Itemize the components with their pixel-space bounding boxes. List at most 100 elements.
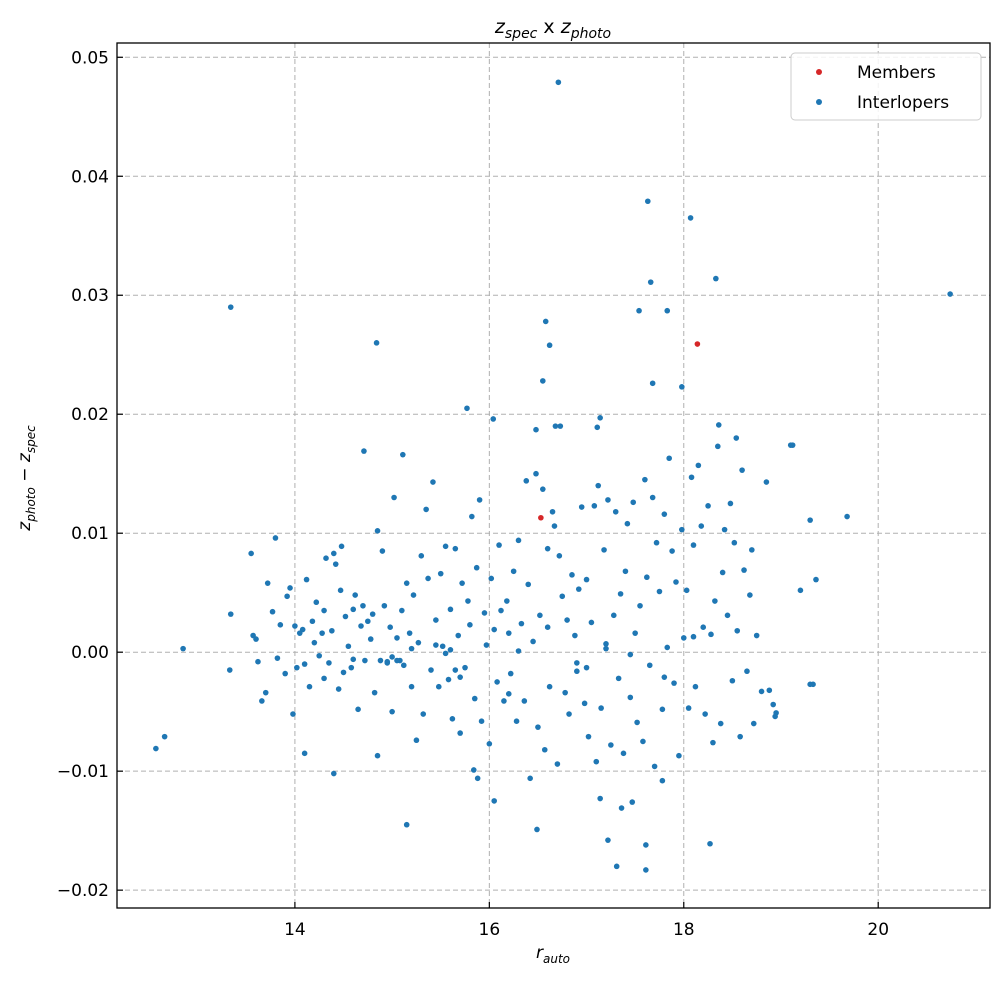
data-point-interlopers xyxy=(483,642,490,648)
data-point-interlopers xyxy=(695,462,702,469)
data-point-interlopers xyxy=(540,486,546,492)
data-point-interlopers xyxy=(705,503,711,509)
axis-ticks: 14 16 18 20 −0.02 −0.01 0.00 0.01 0.02 0.03 0.04 0.… xyxy=(57,48,889,940)
data-point-interlopers xyxy=(741,567,747,573)
data-point-interlopers xyxy=(646,662,653,669)
data-point-interlopers xyxy=(698,523,705,529)
data-point-interlopers xyxy=(700,624,707,631)
data-point-interlopers xyxy=(727,500,734,507)
data-point-interlopers xyxy=(544,545,551,552)
data-point-interlopers xyxy=(518,620,525,627)
data-point-interlopers xyxy=(403,580,410,586)
data-point-interlopers xyxy=(408,645,415,652)
data-point-interlopers xyxy=(527,775,533,782)
data-point-interlopers xyxy=(766,687,773,694)
data-points xyxy=(153,79,953,873)
data-point-interlopers xyxy=(513,718,520,724)
data-point-interlopers xyxy=(612,508,619,515)
data-point-interlopers xyxy=(659,777,666,784)
data-point-interlopers xyxy=(350,606,357,613)
y-axis-label: zphoto − zspec xyxy=(15,425,38,532)
data-point-interlopers xyxy=(591,503,598,509)
data-point-interlopers xyxy=(583,576,590,583)
data-point-interlopers xyxy=(311,639,318,646)
data-point-interlopers xyxy=(269,608,276,615)
data-point-interlopers xyxy=(323,555,329,561)
data-point-interlopers xyxy=(340,669,347,676)
data-point-interlopers xyxy=(702,711,708,717)
chart-title: zspec x zphoto xyxy=(494,16,611,42)
data-point-interlopers xyxy=(389,654,395,660)
data-point-interlopers xyxy=(505,691,512,697)
data-point-interlopers xyxy=(498,607,504,614)
data-point-interlopers xyxy=(770,701,777,708)
data-point-interlopers xyxy=(595,482,602,489)
data-point-interlopers xyxy=(445,676,452,683)
data-point-interlopers xyxy=(284,593,290,600)
data-point-interlopers xyxy=(664,644,671,651)
data-point-interlopers xyxy=(653,539,660,546)
data-point-interlopers xyxy=(797,587,804,594)
data-point-interlopers xyxy=(542,318,549,325)
data-point-interlopers xyxy=(575,586,582,592)
data-point-interlopers xyxy=(713,275,719,282)
data-point-interlopers xyxy=(649,494,656,501)
data-point-interlopers xyxy=(465,598,471,604)
data-point-interlopers xyxy=(572,632,578,639)
data-point-interlopers xyxy=(494,679,500,685)
data-point-interlopers xyxy=(610,612,617,619)
data-point-interlopers xyxy=(510,568,517,575)
data-point-interlopers xyxy=(406,630,413,636)
data-point-interlopers xyxy=(708,631,714,638)
data-point-interlopers xyxy=(277,622,284,628)
data-point-interlopers xyxy=(447,647,454,653)
data-point-interlopers xyxy=(637,602,643,609)
data-point-interlopers xyxy=(350,656,357,663)
data-point-interlopers xyxy=(679,526,685,533)
data-point-interlopers xyxy=(712,598,718,604)
data-point-interlopers xyxy=(597,795,603,802)
data-point-interlopers xyxy=(515,648,522,654)
data-point-interlopers xyxy=(679,384,685,390)
data-point-interlopers xyxy=(488,575,495,582)
data-point-interlopers xyxy=(452,667,459,673)
data-point-interlopers xyxy=(763,479,770,485)
data-point-interlopers xyxy=(180,645,186,652)
data-point-interlopers xyxy=(408,683,415,690)
data-point-interlopers xyxy=(476,497,483,503)
data-point-interlopers xyxy=(410,592,417,598)
data-point-interlopers xyxy=(710,739,716,746)
data-point-interlopers xyxy=(534,826,540,833)
data-point-interlopers xyxy=(562,689,568,696)
data-point-interlopers xyxy=(549,508,556,515)
data-point-interlopers xyxy=(447,606,454,613)
data-point-interlopers xyxy=(301,661,308,667)
data-point-interlopers xyxy=(303,576,310,583)
data-point-interlopers xyxy=(457,674,463,680)
plot-frame xyxy=(116,42,991,909)
data-point-interlopers xyxy=(374,528,381,534)
data-point-interlopers xyxy=(161,733,168,740)
data-point-interlopers xyxy=(459,580,465,586)
data-point-interlopers xyxy=(737,733,743,740)
data-point-interlopers xyxy=(634,719,640,726)
data-point-interlopers xyxy=(690,542,697,548)
data-point-interlopers xyxy=(773,710,779,716)
data-point-interlopers xyxy=(301,750,308,757)
data-point-interlopers xyxy=(387,624,393,631)
data-point-interlopers xyxy=(739,467,745,473)
data-point-interlopers xyxy=(496,542,502,548)
data-point-interlopers xyxy=(581,700,588,707)
data-point-interlopers xyxy=(671,680,677,686)
y-tick-label: 0.03 xyxy=(71,286,109,306)
data-point-interlopers xyxy=(272,535,279,541)
data-point-interlopers xyxy=(464,405,470,412)
x-axis-label: rauto xyxy=(536,943,570,966)
data-point-interlopers xyxy=(807,517,813,523)
data-point-interlopers xyxy=(594,424,601,431)
data-point-interlopers xyxy=(299,626,306,633)
data-point-interlopers xyxy=(486,741,493,747)
data-point-interlopers xyxy=(373,340,380,346)
data-point-interlopers xyxy=(721,526,728,533)
data-point-interlopers xyxy=(381,602,388,609)
